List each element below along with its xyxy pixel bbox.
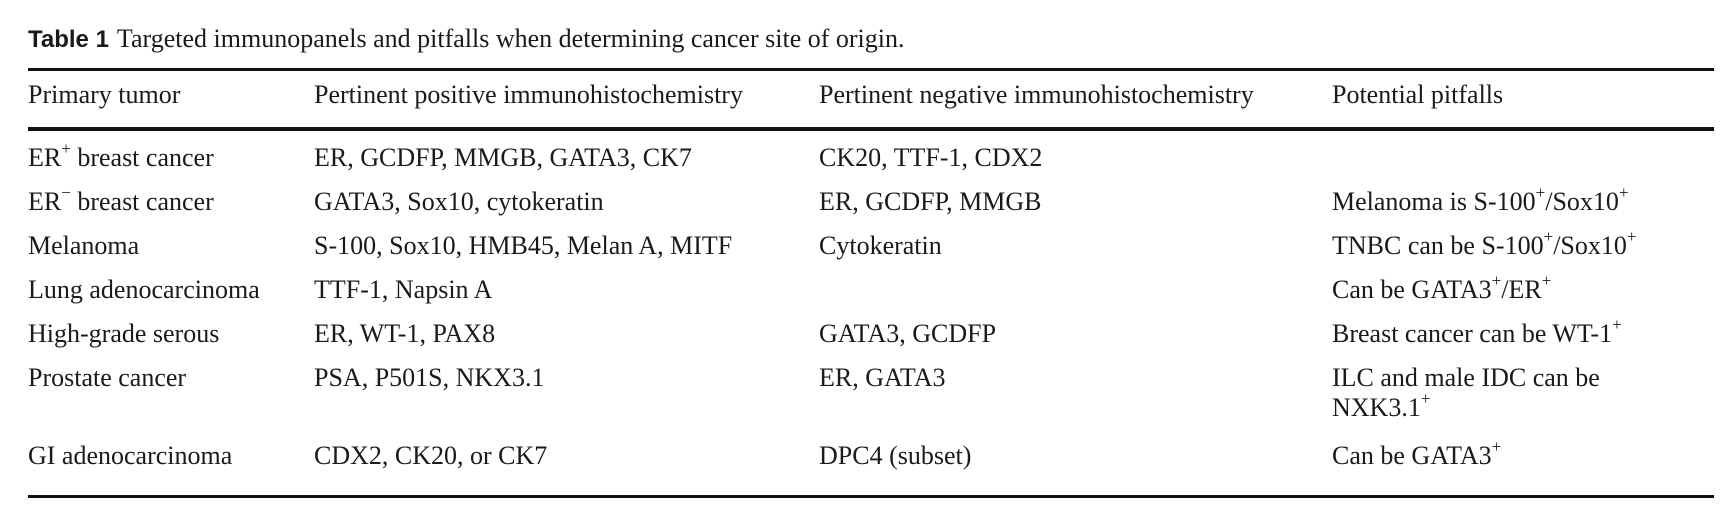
cell-negative-ihc: ER, GCDFP, MMGB bbox=[819, 187, 1042, 216]
cell-positive-ihc: CDX2, CK20, or CK7 bbox=[314, 441, 548, 470]
table-row: Melanoma S-100, Sox10, HMB45, Melan A, M… bbox=[28, 227, 1714, 275]
cell-positive-ihc: TTF-1, Napsin A bbox=[314, 275, 493, 304]
column-header-pitfalls: Potential pitfalls bbox=[1332, 80, 1504, 109]
table-label: Table 1 bbox=[28, 26, 109, 53]
cell-positive-ihc: ER, WT-1, PAX8 bbox=[314, 319, 496, 348]
table-row: High-grade serous ER, WT-1, PAX8 GATA3, … bbox=[28, 315, 1714, 363]
table-row: Lung adenocarcinoma TTF-1, Napsin A Can … bbox=[28, 271, 1714, 319]
table-caption: Table 1 Targeted immunopanels and pitfall… bbox=[28, 22, 905, 57]
cell-positive-ihc: S-100, Sox10, HMB45, Melan A, MITF bbox=[314, 231, 733, 260]
cell-pitfalls: TNBC can be S-100+/Sox10+ bbox=[1332, 227, 1637, 260]
cell-primary-tumor: Lung adenocarcinoma bbox=[28, 275, 260, 304]
cell-pitfalls: Can be GATA3+/ER+ bbox=[1332, 271, 1552, 304]
cell-negative-ihc: DPC4 (subset) bbox=[819, 441, 972, 470]
table-row: Prostate cancer PSA, P501S, NKX3.1 ER, G… bbox=[28, 363, 1714, 441]
table-row: ER− breast cancer GATA3, Sox10, cytokera… bbox=[28, 183, 1714, 231]
cell-positive-ihc: PSA, P501S, NKX3.1 bbox=[314, 363, 545, 392]
cell-negative-ihc: ER, GATA3 bbox=[819, 363, 946, 392]
cell-pitfalls: Breast cancer can be WT-1+ bbox=[1332, 315, 1622, 348]
cell-pitfalls: ILC and male IDC can be NXK3.1+ bbox=[1332, 363, 1600, 422]
table-row: GI adenocarcinoma CDX2, CK20, or CK7 DPC… bbox=[28, 437, 1714, 485]
cell-positive-ihc: ER, GCDFP, MMGB, GATA3, CK7 bbox=[314, 143, 692, 172]
cell-primary-tumor: Melanoma bbox=[28, 231, 140, 260]
cell-positive-ihc: GATA3, Sox10, cytokeratin bbox=[314, 187, 604, 216]
table-body: ER+ breast cancer ER, GCDFP, MMGB, GATA3… bbox=[28, 131, 1714, 495]
cell-negative-ihc: GATA3, GCDFP bbox=[819, 319, 997, 348]
cell-primary-tumor: GI adenocarcinoma bbox=[28, 441, 233, 470]
cell-negative-ihc: Cytokeratin bbox=[819, 231, 942, 260]
column-header-negative-ihc: Pertinent negative immunohistochemistry bbox=[819, 80, 1254, 109]
cell-pitfalls: Can be GATA3+ bbox=[1332, 437, 1502, 470]
column-header-primary-tumor: Primary tumor bbox=[28, 80, 181, 109]
cell-primary-tumor: ER+ breast cancer bbox=[28, 139, 214, 172]
table-header-rule bbox=[28, 127, 1714, 131]
data-table: Primary tumor Pertinent positive immunoh… bbox=[28, 68, 1714, 498]
table-bottom-rule bbox=[28, 495, 1714, 498]
cell-primary-tumor: Prostate cancer bbox=[28, 363, 187, 392]
cell-primary-tumor: ER− breast cancer bbox=[28, 183, 214, 216]
table-top-rule bbox=[28, 68, 1714, 71]
cell-negative-ihc: CK20, TTF-1, CDX2 bbox=[819, 143, 1043, 172]
cell-pitfalls: Melanoma is S-100+/Sox10+ bbox=[1332, 183, 1629, 216]
column-header-positive-ihc: Pertinent positive immunohistochemistry bbox=[314, 80, 743, 109]
table-title: Targeted immunopanels and pitfalls when … bbox=[116, 24, 905, 53]
cell-primary-tumor: High-grade serous bbox=[28, 319, 220, 348]
table-header-row: Primary tumor Pertinent positive immunoh… bbox=[28, 71, 1714, 127]
table-row: ER+ breast cancer ER, GCDFP, MMGB, GATA3… bbox=[28, 139, 1714, 187]
